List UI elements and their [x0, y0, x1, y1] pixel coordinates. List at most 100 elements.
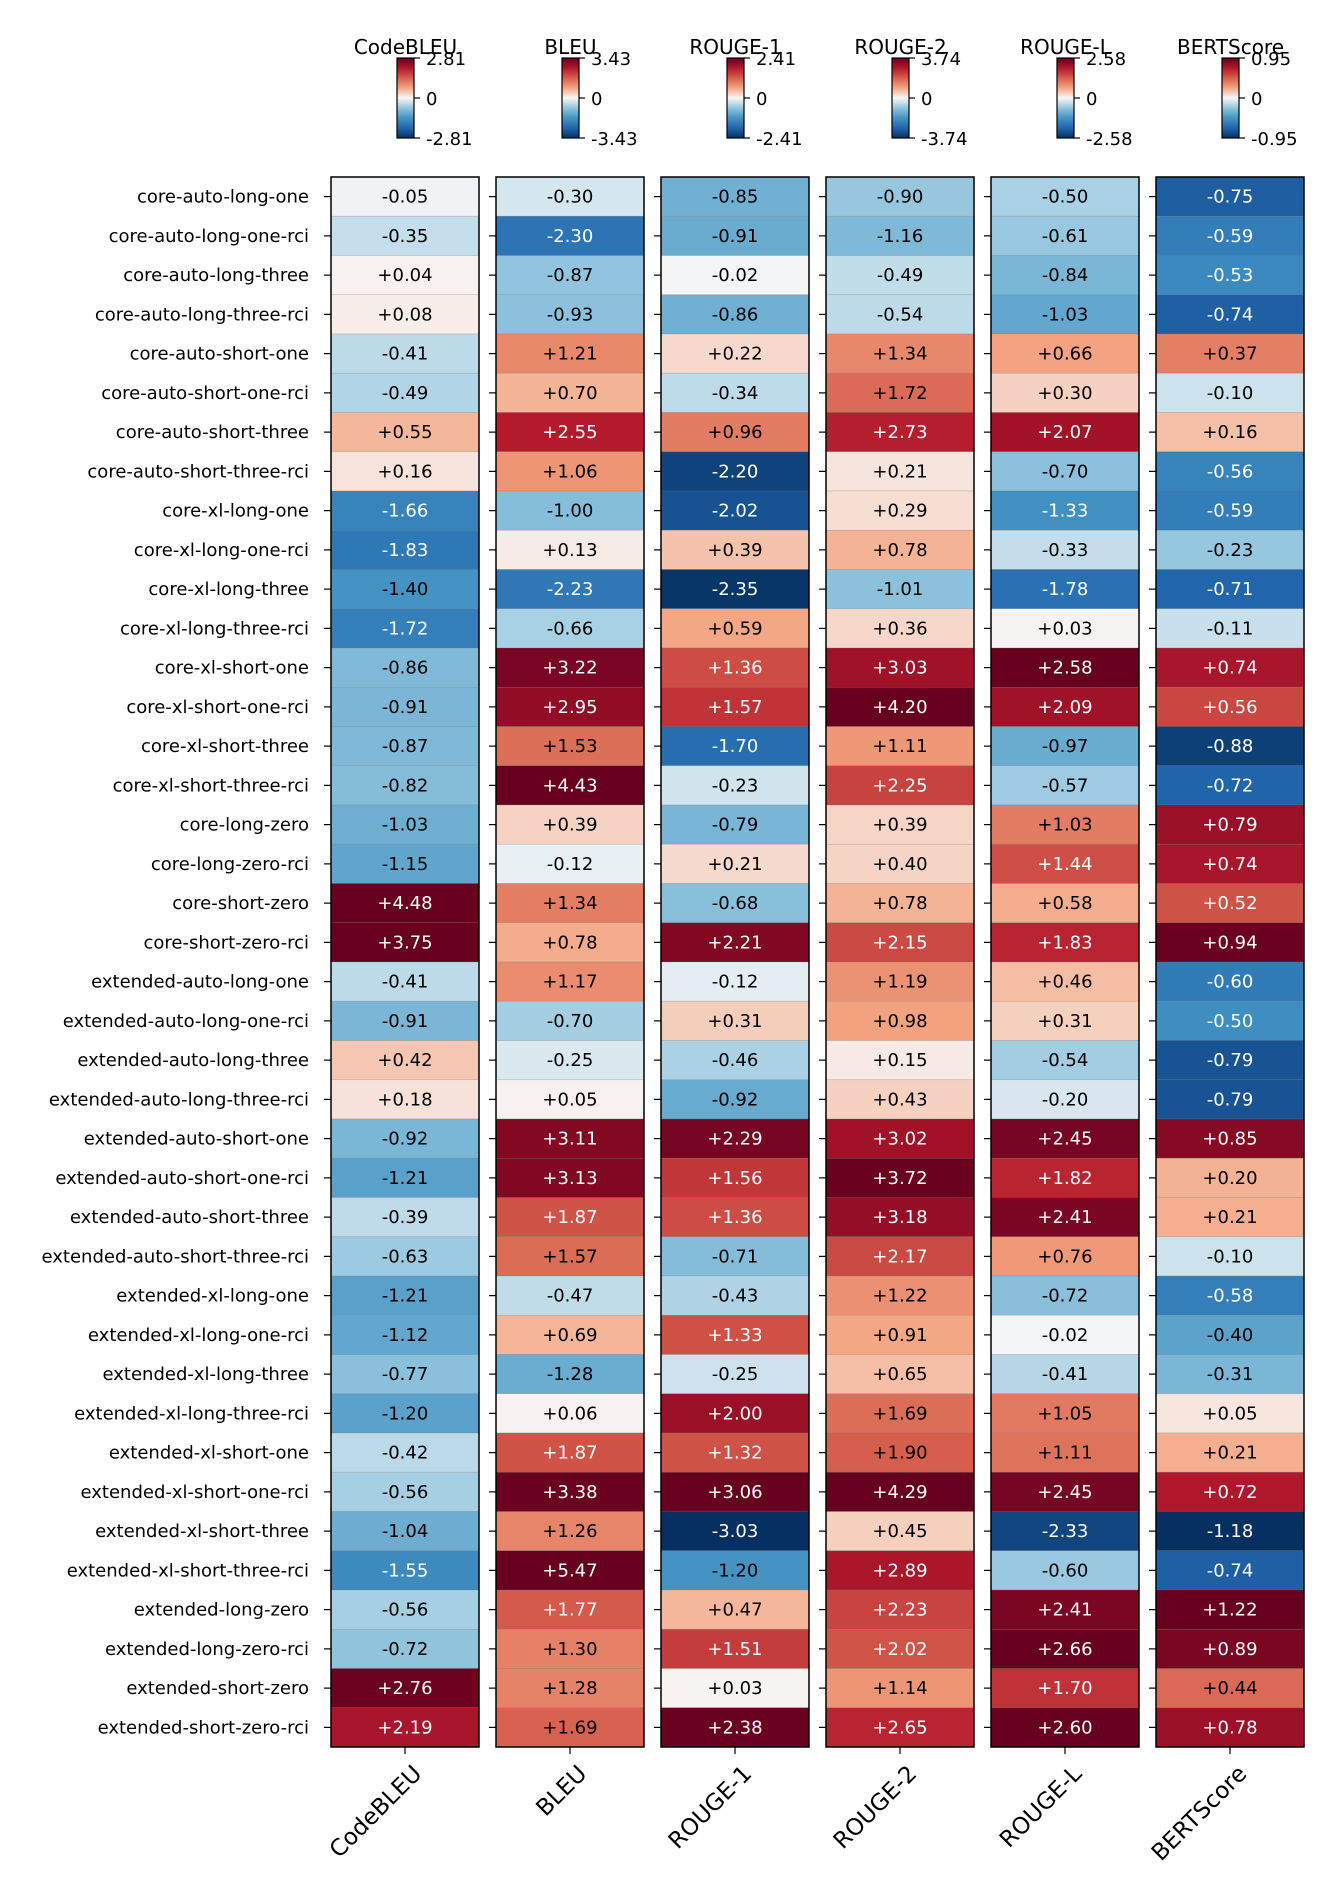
colorbar-min-label: -3.74	[921, 129, 968, 150]
cell-value-label: +2.66	[1037, 1639, 1092, 1660]
cell-value-label: +2.95	[542, 697, 597, 718]
cell-value-label: +0.22	[707, 344, 762, 365]
cell-value-label: -0.20	[1042, 1089, 1089, 1110]
cell-value-label: +2.76	[377, 1678, 432, 1699]
cell-value-label: -0.59	[1207, 501, 1254, 522]
cell-value-label: -0.47	[547, 1286, 594, 1307]
cell-value-label: +2.02	[872, 1639, 927, 1660]
heatmap-cell	[330, 1314, 480, 1355]
heatmap-cell	[660, 922, 810, 963]
row-label: extended-xl-long-one-rci	[88, 1325, 309, 1346]
heatmap-cell	[495, 1197, 645, 1238]
heatmap-cell	[990, 765, 1140, 806]
heatmap-cell	[1155, 647, 1305, 688]
heatmap-cell	[825, 922, 975, 963]
heatmap-cell	[660, 765, 810, 806]
cell-value-label: -0.91	[382, 1011, 429, 1032]
row-label: extended-xl-long-three-rci	[74, 1403, 309, 1424]
cell-value-label: -0.74	[1207, 304, 1254, 325]
heatmap-cell	[1155, 569, 1305, 610]
cell-value-label: -0.90	[877, 187, 924, 208]
heatmap-cell	[330, 372, 480, 413]
heatmap-cell	[330, 1707, 480, 1748]
cell-value-label: -0.77	[382, 1364, 429, 1385]
heatmap-cell	[330, 451, 480, 492]
cell-value-label: +0.42	[377, 1050, 432, 1071]
cell-value-label: +0.08	[377, 304, 432, 325]
column-label: BERTScore	[1147, 1761, 1252, 1866]
heatmap-cell	[495, 1236, 645, 1277]
heatmap-cell	[660, 608, 810, 649]
cell-value-label: -0.71	[712, 1246, 759, 1267]
cell-value-label: +0.98	[872, 1011, 927, 1032]
heatmap-cell	[495, 569, 645, 610]
colorbar-title: BLEU	[544, 35, 596, 59]
heatmap-cell	[330, 215, 480, 256]
cell-value-label: +0.21	[872, 461, 927, 482]
cell-value-label: +0.05	[542, 1089, 597, 1110]
cell-value-label: +0.45	[872, 1521, 927, 1542]
heatmap-cell	[660, 1628, 810, 1669]
cell-value-label: +2.45	[1037, 1129, 1092, 1150]
heatmap-cell	[330, 1000, 480, 1041]
colorbar-gradient	[561, 57, 580, 139]
cell-value-label: -0.72	[1207, 775, 1254, 796]
row-label: core-auto-short-three-rci	[87, 461, 309, 482]
heatmap-cell	[330, 1040, 480, 1081]
cell-value-label: -0.33	[1042, 540, 1089, 561]
cell-value-label: +0.58	[1037, 893, 1092, 914]
heatmap-cell	[825, 1550, 975, 1591]
cell-value-label: +2.23	[872, 1600, 927, 1621]
colorbar-mid-label: 0	[921, 89, 932, 110]
cell-value-label: -1.20	[712, 1560, 759, 1581]
cell-value-label: -0.31	[1207, 1364, 1254, 1385]
heatmap-cell	[990, 1197, 1140, 1238]
heatmap-cell	[330, 1393, 480, 1434]
cell-value-label: -0.56	[382, 1482, 429, 1503]
cell-value-label: +1.53	[542, 736, 597, 757]
cell-value-label: +1.87	[542, 1207, 597, 1228]
cell-value-label: +1.05	[1037, 1403, 1092, 1424]
cell-value-label: +1.03	[1037, 815, 1092, 836]
cell-value-label: -0.02	[712, 265, 759, 286]
cell-value-label: -1.03	[382, 815, 429, 836]
heatmap-cell	[495, 647, 645, 688]
heatmap-cell	[990, 451, 1140, 492]
cell-value-label: +1.82	[1037, 1168, 1092, 1189]
cell-value-label: -0.12	[712, 972, 759, 993]
cell-value-label: -0.97	[1042, 736, 1089, 757]
cell-value-label: -1.78	[1042, 579, 1089, 600]
cell-value-label: +1.56	[707, 1168, 762, 1189]
cell-value-label: -1.20	[382, 1403, 429, 1424]
row-label: extended-xl-short-three	[95, 1521, 309, 1542]
heatmap-cell	[495, 922, 645, 963]
cell-value-label: -0.91	[382, 697, 429, 718]
heatmap-cell	[990, 294, 1140, 335]
heatmap-cell	[825, 961, 975, 1002]
heatmap-cell	[825, 1393, 975, 1434]
heatmap-cell	[990, 961, 1140, 1002]
row-label: extended-xl-short-one-rci	[81, 1482, 310, 1503]
heatmap-cell	[660, 255, 810, 296]
row-label: core-xl-short-one	[155, 658, 309, 679]
cell-value-label: -1.70	[712, 736, 759, 757]
cell-value-label: -0.54	[877, 304, 924, 325]
row-label: extended-xl-short-three-rci	[67, 1560, 309, 1581]
cell-value-label: +1.69	[542, 1717, 597, 1738]
row-label: extended-long-zero	[134, 1600, 309, 1621]
heatmap-cell	[660, 1275, 810, 1316]
colorbar-max-label: 2.81	[426, 49, 466, 70]
heatmap-cell	[660, 1040, 810, 1081]
heatmap-cell	[330, 1589, 480, 1630]
cell-value-label: -0.74	[1207, 1560, 1254, 1581]
colorbar-mid-label: 0	[426, 89, 437, 110]
cell-value-label: -0.87	[382, 736, 429, 757]
heatmap-cell	[990, 1589, 1140, 1630]
heatmap-cell	[330, 412, 480, 453]
heatmap-cell	[330, 922, 480, 963]
cell-value-label: -0.60	[1207, 972, 1254, 993]
heatmap-cell	[825, 843, 975, 884]
cell-value-label: -0.84	[1042, 265, 1089, 286]
heatmap-cell	[1155, 1118, 1305, 1159]
heatmap-cell	[990, 412, 1140, 453]
